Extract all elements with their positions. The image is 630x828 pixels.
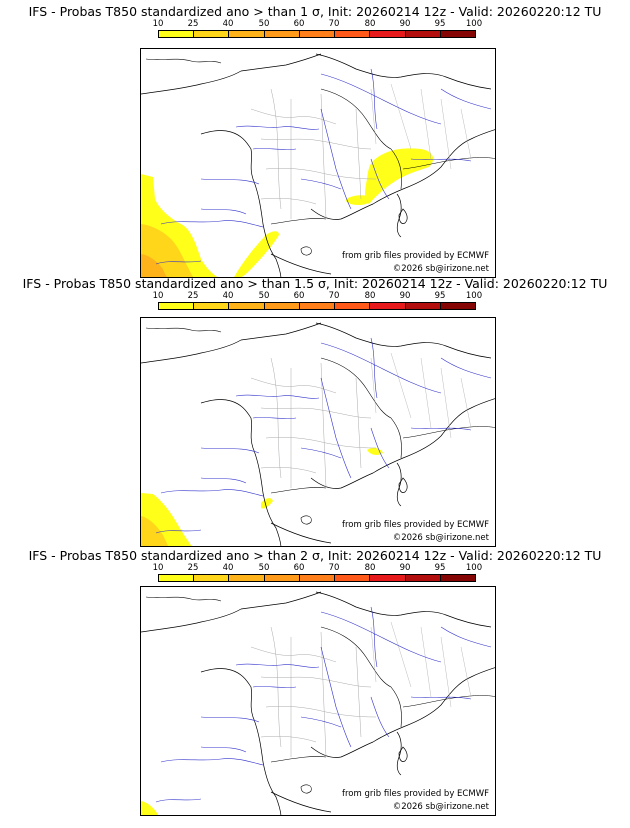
- colorbar: 10 25 40 50 60 70 80 90 95 100: [153, 291, 483, 314]
- colorbar-tick: 25: [187, 19, 199, 29]
- colorbar-swatch: [159, 31, 195, 37]
- credit-source: from grib files provided by ECMWF: [342, 251, 489, 261]
- colorbar-ticks: 10 25 40 50 60 70 80 90 95 100: [153, 563, 483, 574]
- colorbar-ticks: 10 25 40 50 60 70 80 90 95 100: [153, 291, 483, 302]
- colorbar-tick: 70: [328, 19, 340, 29]
- colorbar-tick: 70: [328, 563, 340, 573]
- colorbar-tick: 40: [222, 563, 234, 573]
- colorbar-tick: 95: [434, 563, 446, 573]
- colorbar-tick: 50: [258, 563, 270, 573]
- colorbar-swatch: [264, 575, 300, 581]
- colorbar-swatches: [158, 30, 476, 38]
- colorbar-tick: 50: [258, 291, 270, 301]
- colorbar-tick: 80: [364, 291, 376, 301]
- map-panel-2: IFS - Probas T850 standardized ano > tha…: [0, 276, 630, 547]
- credit-copyright: ©2026 sb@irizone.net: [392, 533, 489, 543]
- panel-title: IFS - Probas T850 standardized ano > tha…: [22, 276, 608, 291]
- colorbar-swatch: [194, 303, 230, 309]
- prob-area-catalan: [261, 498, 273, 509]
- colorbar-tick: 10: [152, 291, 164, 301]
- map-area: from grib files provided by ECMWF ©2026 …: [140, 317, 496, 547]
- credit-copyright: ©2026 sb@irizone.net: [392, 264, 489, 274]
- colorbar-tick: 10: [152, 563, 164, 573]
- colorbar-swatches: [158, 302, 476, 310]
- colorbar-swatch: [405, 31, 441, 37]
- colorbar-swatch: [440, 31, 475, 37]
- colorbar-swatch: [229, 303, 265, 309]
- colorbar-tick: 90: [399, 19, 411, 29]
- prob-area-biscay-25: [141, 516, 169, 546]
- credit-source: from grib files provided by ECMWF: [342, 520, 489, 530]
- map-panel-1: IFS - Probas T850 standardized ano > tha…: [0, 4, 630, 278]
- colorbar-tick: 95: [434, 291, 446, 301]
- colorbar-tick: 100: [465, 563, 483, 573]
- colorbar-swatch: [405, 575, 441, 581]
- colorbar-tick: 40: [222, 19, 234, 29]
- colorbar-swatch: [370, 303, 406, 309]
- colorbar-tick: 40: [222, 291, 234, 301]
- prob-area-biscay-40: [141, 254, 168, 277]
- colorbar-tick: 70: [328, 291, 340, 301]
- colorbar: 10 25 40 50 60 70 80 90 95 100: [153, 19, 483, 42]
- colorbar-swatch: [299, 575, 336, 581]
- colorbar-tick: 50: [258, 19, 270, 29]
- colorbar-swatch: [370, 575, 406, 581]
- colorbar-ticks: 10 25 40 50 60 70 80 90 95 100: [153, 19, 483, 30]
- colorbar-tick: 25: [187, 291, 199, 301]
- prob-area-biscay: [141, 801, 158, 815]
- colorbar-swatch: [335, 303, 371, 309]
- colorbar-swatch: [370, 31, 406, 37]
- colorbar-swatch: [194, 31, 230, 37]
- colorbar-swatch: [405, 303, 441, 309]
- map-panel-3: IFS - Probas T850 standardized ano > tha…: [0, 548, 630, 818]
- credit-copyright: ©2026 sb@irizone.net: [392, 802, 489, 812]
- colorbar-swatch: [335, 575, 371, 581]
- colorbar-tick: 25: [187, 563, 199, 573]
- map-area: from grib files provided by ECMWF ©2026 …: [140, 586, 496, 816]
- panel-title: IFS - Probas T850 standardized ano > tha…: [28, 548, 602, 563]
- colorbar-tick: 90: [399, 291, 411, 301]
- colorbar-swatch: [264, 31, 300, 37]
- colorbar-swatch: [194, 575, 230, 581]
- colorbar-tick: 100: [465, 291, 483, 301]
- prob-area-gulf-lion: [345, 195, 372, 205]
- colorbar-tick: 80: [364, 19, 376, 29]
- prob-area-alps: [365, 148, 434, 204]
- colorbar-swatch: [299, 303, 336, 309]
- colorbar-tick: 80: [364, 563, 376, 573]
- colorbar-swatch: [335, 31, 371, 37]
- colorbar-tick: 10: [152, 19, 164, 29]
- colorbar-tick: 90: [399, 563, 411, 573]
- colorbar-tick: 100: [465, 19, 483, 29]
- colorbar-swatch: [440, 303, 475, 309]
- colorbar-swatch: [159, 575, 195, 581]
- colorbar-swatch: [440, 575, 475, 581]
- colorbar-swatch: [264, 303, 300, 309]
- colorbar-tick: 60: [293, 563, 305, 573]
- colorbar-tick: 60: [293, 291, 305, 301]
- panel-title: IFS - Probas T850 standardized ano > tha…: [28, 4, 602, 19]
- colorbar-tick: 95: [434, 19, 446, 29]
- credit-source: from grib files provided by ECMWF: [342, 789, 489, 799]
- colorbar-tick: 60: [293, 19, 305, 29]
- colorbar-swatch: [159, 303, 195, 309]
- colorbar-swatch: [299, 31, 336, 37]
- colorbar-swatch: [229, 575, 265, 581]
- colorbar-swatches: [158, 574, 476, 582]
- map-area: from grib files provided by ECMWF ©2026 …: [140, 48, 496, 278]
- colorbar: 10 25 40 50 60 70 80 90 95 100: [153, 563, 483, 586]
- colorbar-swatch: [229, 31, 265, 37]
